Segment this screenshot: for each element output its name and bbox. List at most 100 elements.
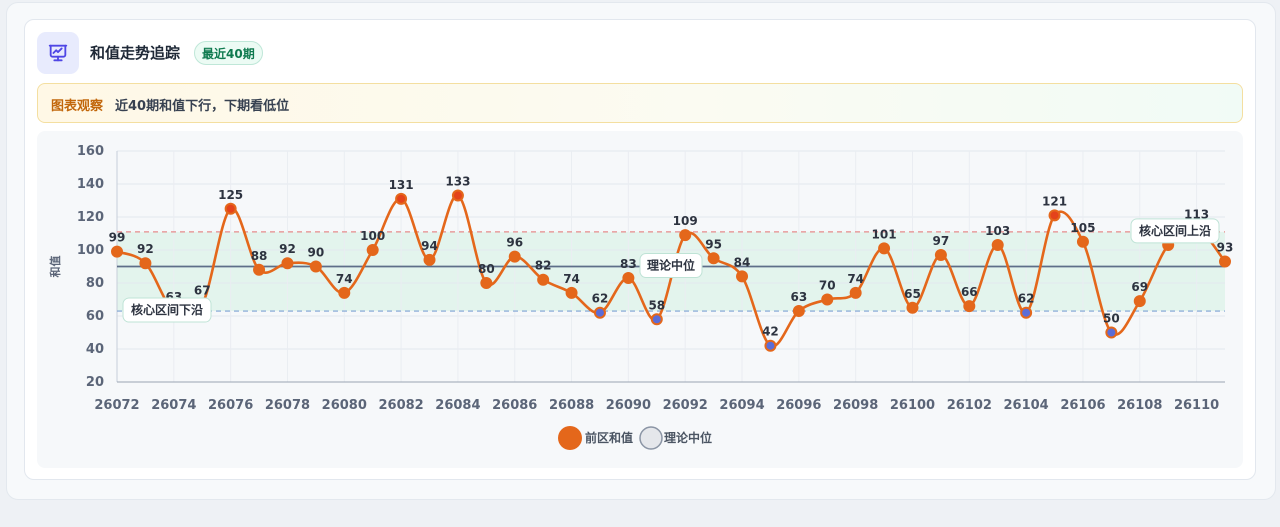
sum-series-line — [116, 194, 1227, 348]
sum-data-label: 74 — [336, 272, 353, 286]
x-tick-label: 26084 — [435, 398, 480, 413]
x-tick-label: 26102 — [947, 398, 992, 413]
sum-data-label: 133 — [445, 175, 470, 189]
sum-data-label: 131 — [389, 178, 414, 192]
sum-data-label: 83 — [620, 257, 637, 271]
y-tick-label: 140 — [77, 177, 104, 192]
sum-data-label: 121 — [1042, 194, 1067, 208]
y-tick-label: 160 — [77, 144, 104, 159]
y-tick-label: 80 — [86, 276, 104, 291]
sum-data-point — [878, 242, 891, 255]
sum-data-label: 101 — [872, 227, 897, 241]
legend-label-median: 理论中位 — [664, 430, 712, 445]
x-tick-label: 26090 — [606, 398, 651, 413]
median-annotation-box — [639, 253, 703, 278]
x-tick-label: 26072 — [94, 398, 139, 413]
sum-data-point — [366, 244, 379, 256]
sum-data-point — [1048, 209, 1061, 222]
sum-data-label: 90 — [308, 246, 325, 260]
sum-data-point — [1219, 255, 1231, 268]
sum-data-point — [991, 239, 1004, 252]
legend-swatch-median — [639, 426, 663, 450]
sum-data-label: 42 — [762, 325, 779, 339]
insight-text: 近40期和值下行，下期看低位 — [115, 99, 290, 114]
sum-data-label: 50 — [1103, 312, 1120, 326]
sum-data-label: 67 — [194, 283, 211, 297]
sum-data-point — [1076, 235, 1089, 248]
sum-data-point — [224, 202, 237, 215]
sum-data-label: 95 — [705, 237, 722, 251]
sum-data-label: 62 — [1018, 292, 1035, 306]
sum-data-point — [736, 270, 749, 283]
sum-data-label: 109 — [673, 214, 698, 228]
sum-data-point — [792, 305, 805, 318]
x-tick-label: 26110 — [1174, 398, 1219, 413]
x-tick-label: 26106 — [1060, 398, 1105, 413]
sum-data-label: 82 — [535, 259, 552, 273]
x-tick-label: 26092 — [663, 398, 708, 413]
sum-data-label: 94 — [421, 239, 438, 253]
core-range-lower-annotation: 核心区间下沿 — [131, 302, 203, 317]
presentation-chart-icon — [48, 44, 68, 62]
sum-data-label: 88 — [251, 249, 268, 263]
sum-data-label: 84 — [734, 255, 751, 269]
x-tick-label: 26096 — [776, 398, 821, 413]
chart-icon-tile — [37, 32, 79, 74]
sum-data-point — [281, 257, 294, 270]
sum-data-point — [253, 263, 266, 276]
sum-data-label: 99 — [109, 231, 126, 245]
y-tick-label: 120 — [77, 210, 104, 225]
x-tick-label: 26086 — [492, 398, 537, 413]
sum-data-point — [111, 245, 123, 258]
sum-data-point — [650, 313, 663, 326]
sum-data-point — [593, 306, 606, 319]
x-tick-label: 26076 — [208, 398, 253, 413]
sum-data-point — [1105, 326, 1118, 339]
sum-data-label: 58 — [648, 298, 665, 312]
sum-data-label: 105 — [1070, 221, 1095, 235]
chart-area: 20 40 60 80 100 120 140 160 和值 26072 26074 26076 260… — [37, 131, 1243, 468]
sum-data-point — [139, 257, 152, 270]
sum-data-label: 69 — [1131, 280, 1148, 294]
sum-data-point — [679, 229, 692, 242]
sum-data-point — [451, 189, 464, 202]
sum-data-point — [707, 252, 720, 265]
y-tick-label: 20 — [86, 375, 104, 390]
sum-data-point — [395, 192, 408, 205]
sum-data-point — [764, 339, 777, 352]
x-tick-label: 26098 — [833, 398, 878, 413]
x-tick-label: 26100 — [890, 398, 935, 413]
sum-data-label: 92 — [279, 242, 296, 256]
sum-data-label: 66 — [961, 285, 978, 299]
y-tick-label: 100 — [77, 243, 104, 258]
sum-data-label: 97 — [933, 234, 950, 248]
sum-data-point — [934, 248, 947, 261]
sum-data-label: 70 — [819, 279, 836, 293]
x-tick-label: 26088 — [549, 398, 594, 413]
sum-data-point — [423, 253, 436, 266]
sum-data-label: 74 — [847, 272, 864, 286]
sum-data-point — [1133, 295, 1146, 308]
y-tick-label: 60 — [86, 309, 104, 324]
x-tick-label: 26094 — [719, 398, 764, 413]
sum-data-label: 125 — [218, 188, 243, 202]
x-tick-label: 26082 — [378, 398, 423, 413]
sum-data-label: 113 — [1184, 208, 1209, 222]
period-badge: 最近40期 — [194, 41, 263, 65]
median-annotation: 理论中位 — [647, 258, 695, 273]
core-range-upper-annotation: 核心区间上沿 — [1139, 223, 1211, 238]
sum-data-point — [622, 272, 635, 285]
y-axis-label: 和值 — [48, 256, 62, 278]
sum-data-label: 100 — [360, 229, 385, 243]
legend-label-sum: 前区和值 — [585, 430, 633, 445]
sum-data-point — [906, 301, 919, 314]
x-tick-label: 26108 — [1117, 398, 1162, 413]
sum-data-label: 93 — [1217, 241, 1234, 255]
sum-data-point — [821, 293, 834, 306]
sum-data-point — [963, 300, 976, 313]
sum-data-label: 65 — [904, 287, 921, 301]
sum-data-point — [565, 286, 578, 299]
y-tick-label: 40 — [86, 342, 104, 357]
insight-banner: 图表观察 近40期和值下行，下期看低位 — [37, 83, 1243, 123]
sum-data-point — [480, 277, 493, 289]
